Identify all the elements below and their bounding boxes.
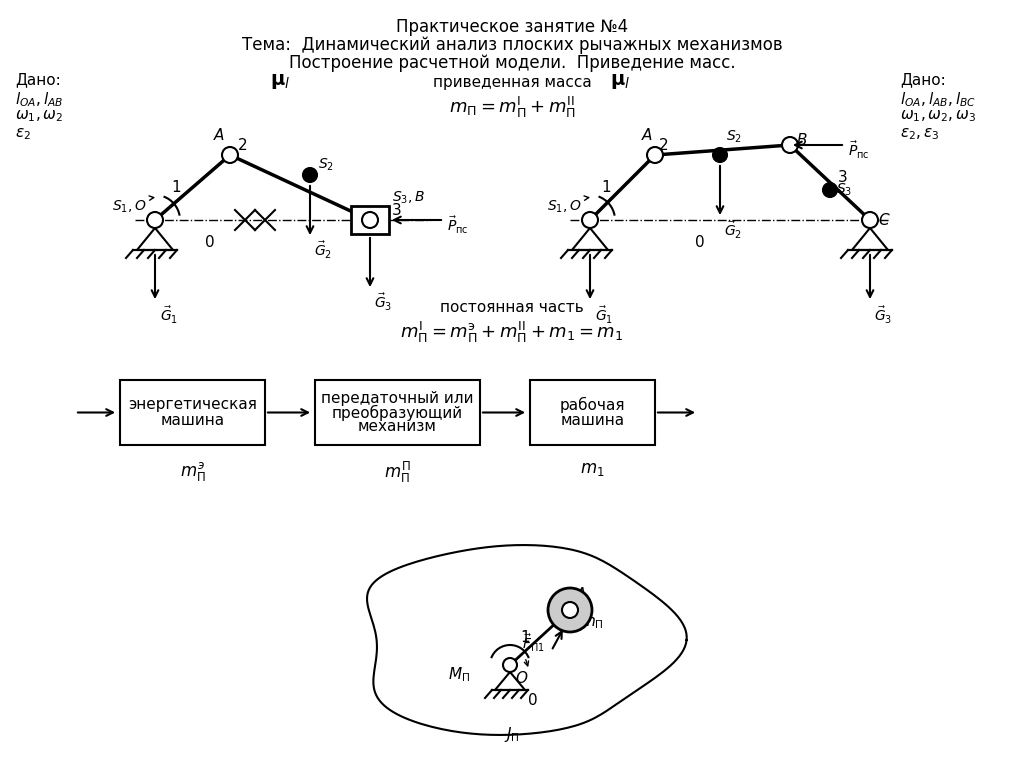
Text: 1: 1 xyxy=(171,180,180,195)
Text: $\vec{P}_{\text{пс}}$: $\vec{P}_{\text{пс}}$ xyxy=(848,140,869,161)
Text: $A$: $A$ xyxy=(575,586,587,602)
Text: $S_2$: $S_2$ xyxy=(318,157,334,173)
Text: Дано:: Дано: xyxy=(15,72,60,87)
Text: $S_2$: $S_2$ xyxy=(726,128,742,145)
Circle shape xyxy=(503,658,517,672)
Text: $\vec{G}_3$: $\vec{G}_3$ xyxy=(374,292,392,313)
Text: $m_{\Pi}^{э}$: $m_{\Pi}^{э}$ xyxy=(179,460,206,483)
Circle shape xyxy=(548,588,592,632)
Text: $S_3$: $S_3$ xyxy=(836,182,852,198)
Circle shape xyxy=(823,183,837,197)
Text: $l_{OA}, l_{AB}, l_{BC}$: $l_{OA}, l_{AB}, l_{BC}$ xyxy=(900,90,976,109)
Text: машина: машина xyxy=(161,413,224,428)
Text: $S_1, O$: $S_1, O$ xyxy=(113,199,147,215)
Bar xyxy=(530,380,655,445)
Text: механизм: механизм xyxy=(358,419,437,434)
Text: $J_{\Pi}$: $J_{\Pi}$ xyxy=(504,725,520,744)
Circle shape xyxy=(362,212,378,228)
Text: Тема:  Динамический анализ плоских рычажных механизмов: Тема: Динамический анализ плоских рычажн… xyxy=(242,36,782,54)
Text: приведенная масса: приведенная масса xyxy=(432,75,592,90)
Text: $m_{\Pi}^{\mathrm{I}} = m_{\Pi}^{\mathsf{э}} + m_{\Pi}^{\mathrm{II}} + m_1 = m_1: $m_{\Pi}^{\mathrm{I}} = m_{\Pi}^{\mathsf… xyxy=(400,320,624,345)
Text: $m_{\Pi} = m_{\Pi}^{\mathrm{I}} + m_{\Pi}^{\mathrm{II}}$: $m_{\Pi} = m_{\Pi}^{\mathrm{I}} + m_{\Pi… xyxy=(449,95,575,120)
Text: Построение расчетной модели.  Приведение масс.: Построение расчетной модели. Приведение … xyxy=(289,54,735,72)
Circle shape xyxy=(713,148,727,162)
Circle shape xyxy=(582,212,598,228)
Bar xyxy=(315,380,480,445)
Text: $\vec{F}_{\Pi 1}$: $\vec{F}_{\Pi 1}$ xyxy=(522,633,545,654)
Text: преобразующий: преобразующий xyxy=(332,405,463,421)
Text: 0: 0 xyxy=(205,235,215,250)
Bar xyxy=(351,206,389,234)
Text: $\vec{G}_1$: $\vec{G}_1$ xyxy=(595,305,613,326)
Text: 2: 2 xyxy=(238,138,248,153)
Text: постоянная часть: постоянная часть xyxy=(440,300,584,315)
Text: Дано:: Дано: xyxy=(900,72,946,87)
Text: 1: 1 xyxy=(601,180,610,195)
Circle shape xyxy=(222,147,238,163)
Text: $S_3, B$: $S_3, B$ xyxy=(392,190,425,206)
Text: энергетическая: энергетическая xyxy=(128,397,257,412)
Text: $\omega_1, \omega_2, \omega_3$: $\omega_1, \omega_2, \omega_3$ xyxy=(900,108,976,124)
Circle shape xyxy=(862,212,878,228)
Text: $\mathbf{\mu}_l$: $\mathbf{\mu}_l$ xyxy=(270,72,290,91)
Text: $\vec{G}_1$: $\vec{G}_1$ xyxy=(160,305,178,326)
Text: $\omega_1, \omega_2$: $\omega_1, \omega_2$ xyxy=(15,108,63,124)
Text: $\vec{G}_2$: $\vec{G}_2$ xyxy=(314,240,332,261)
Text: $\vec{P}_{\text{пс}}$: $\vec{P}_{\text{пс}}$ xyxy=(447,215,469,236)
Circle shape xyxy=(647,147,663,163)
Text: $m_1$: $m_1$ xyxy=(581,460,605,478)
Text: $O$: $O$ xyxy=(515,670,528,686)
Text: передаточный или: передаточный или xyxy=(322,391,474,406)
Text: $\varepsilon_2, \varepsilon_3$: $\varepsilon_2, \varepsilon_3$ xyxy=(900,126,939,142)
Text: Практическое занятие №4: Практическое занятие №4 xyxy=(396,18,628,36)
Text: $M_{\Pi}$: $M_{\Pi}$ xyxy=(447,666,470,684)
Text: $A$: $A$ xyxy=(213,127,225,143)
Text: 0: 0 xyxy=(695,235,705,250)
Text: $m_{\Pi}^{\Pi}$: $m_{\Pi}^{\Pi}$ xyxy=(384,460,411,485)
Text: 0: 0 xyxy=(528,693,538,708)
Text: $C$: $C$ xyxy=(878,212,891,228)
Circle shape xyxy=(782,137,798,153)
Text: $S_1, O$: $S_1, O$ xyxy=(547,199,582,215)
Text: 2: 2 xyxy=(659,138,669,153)
Circle shape xyxy=(147,212,163,228)
Text: $l_{OA}, l_{AB}$: $l_{OA}, l_{AB}$ xyxy=(15,90,63,109)
Text: $m_{\Pi}$: $m_{\Pi}$ xyxy=(580,615,604,631)
Text: рабочая: рабочая xyxy=(560,396,626,412)
Text: 1: 1 xyxy=(520,630,530,645)
Text: $\vec{G}_2$: $\vec{G}_2$ xyxy=(724,220,742,241)
Text: $\vec{G}_3$: $\vec{G}_3$ xyxy=(874,305,892,326)
Text: $A$: $A$ xyxy=(641,127,653,143)
Circle shape xyxy=(562,602,578,618)
Text: 3: 3 xyxy=(392,203,401,218)
Text: $B$: $B$ xyxy=(796,132,808,148)
Text: 3: 3 xyxy=(838,170,848,185)
Text: $\mathbf{\mu}_l$: $\mathbf{\mu}_l$ xyxy=(610,72,630,91)
Text: $\varepsilon_2$: $\varepsilon_2$ xyxy=(15,126,31,142)
Text: машина: машина xyxy=(560,413,625,428)
Circle shape xyxy=(303,168,317,182)
Bar xyxy=(120,380,265,445)
